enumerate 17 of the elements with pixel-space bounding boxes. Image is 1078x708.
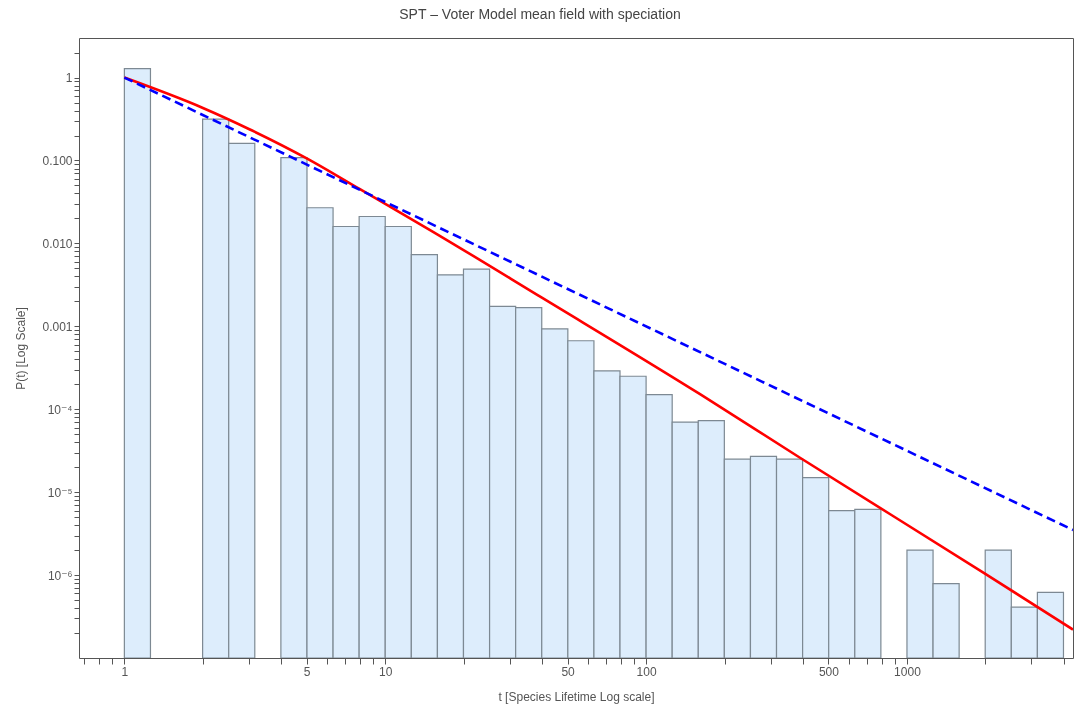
y-tick-label: 0.010	[42, 236, 73, 251]
y-tick-label: 1	[65, 71, 73, 86]
y-tick-label: 10⁻⁵	[47, 485, 73, 500]
y-axis-title: P(t) [Log Scale]	[14, 307, 29, 390]
y-tick-label: 10⁻⁴	[47, 402, 73, 417]
chart-title: SPT – Voter Model mean field with speciation	[399, 6, 681, 22]
x-tick-label: 500	[818, 664, 840, 679]
x-tick-label: 1000	[894, 664, 922, 679]
y-tick-label: 10⁻⁶	[47, 568, 73, 583]
x-axis-title: t [Species Lifetime Log scale]	[498, 689, 655, 704]
x-tick-label: 1	[121, 664, 129, 679]
x-tick-label: 5	[303, 664, 311, 679]
x-tick-label: 50	[561, 664, 576, 679]
y-tick-label: 0.100	[42, 153, 73, 168]
x-tick-label: 100	[636, 664, 657, 679]
y-tick-label: 0.001	[42, 319, 73, 334]
x-tick-label: 10	[379, 664, 393, 679]
